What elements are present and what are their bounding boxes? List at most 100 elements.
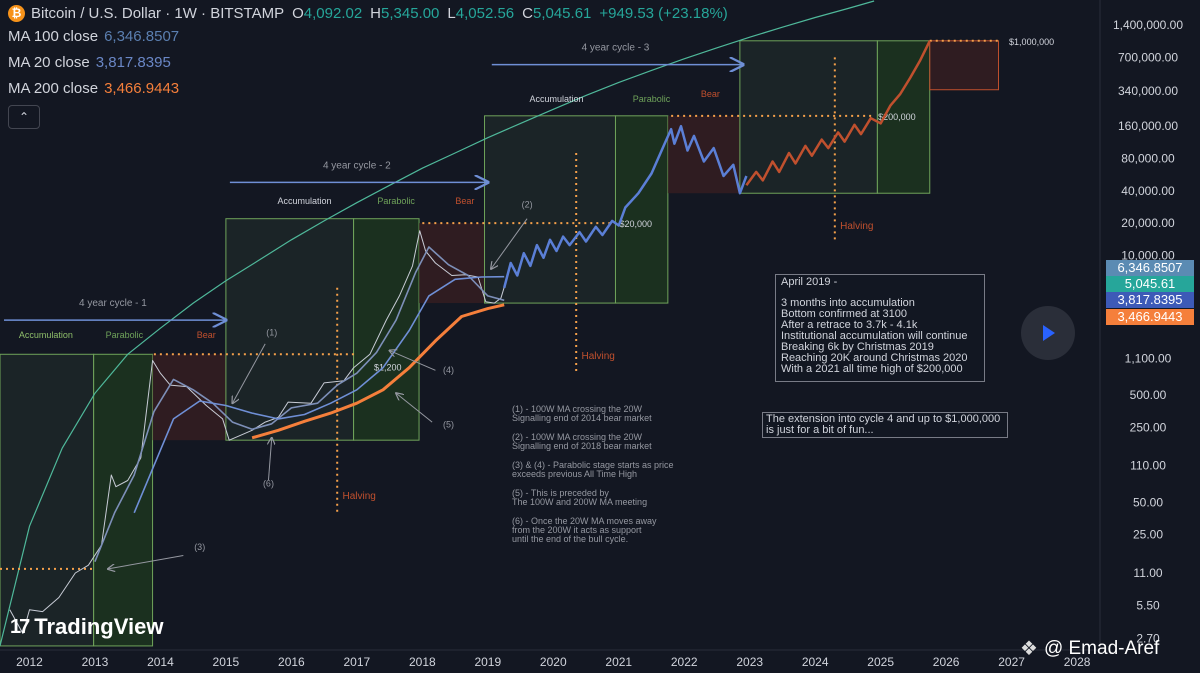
ohlc-open: 4,092.02 [303,4,363,22]
marker-label-2: (3) [194,542,205,552]
cycle-arrow-label-2: 4 year cycle - 2 [323,160,391,171]
explanation-line: (6) - Once the 20W MA moves away [512,516,657,526]
play-button[interactable] [1021,306,1075,360]
phase-box-0 [0,353,95,647]
chart-legend: ₿ Bitcoin / U.S. Dollar · 1W · BITSTAMP … [8,2,728,102]
tradingview-logo[interactable]: 17 TradingView [10,614,163,640]
y-tick-label-2: 340,000.00 [1118,84,1178,98]
x-tick-label-9: 2021 [605,655,632,669]
y-tick-label-8: 1,100.00 [1125,351,1172,365]
explanation-line: (2) - 100W MA crossing the 20W [512,432,643,442]
x-tick-label-13: 2025 [867,655,894,669]
x-tick-label-8: 2020 [540,655,567,669]
phase-box-9 [739,40,878,194]
phase-box-8 [667,115,740,194]
phase-box-2 [152,354,226,441]
ohlc-high: 5,345.00 [381,4,440,22]
symbol-title[interactable]: Bitcoin / U.S. Dollar · 1W · BITSTAMP [31,4,285,22]
price-tag-ma100: 6,346.8507 [1106,260,1194,276]
level-label-1: $1,200 [374,362,402,372]
marker-arrow-3 [390,351,436,371]
indicator-ma200[interactable]: MA 200 close 3,466.9443 [8,76,728,102]
series-projection-2019-2022 [502,124,748,289]
phase-box-11 [929,40,1000,91]
explanation-line: until the end of the bull cycle. [512,534,629,544]
extension-note-line: The extension into cycle 4 and up to $1,… [766,413,1001,425]
phase-box-1 [93,353,154,647]
watermark-text: @ Emad-Aref [1043,637,1160,659]
play-icon [1043,325,1055,341]
ohlc-low: 4,052.56 [455,4,515,22]
explanation-line: Signalling end of 2014 bear market [512,413,652,423]
x-tick-label-4: 2016 [278,655,305,669]
phase-label-1: Parabolic [106,330,144,340]
extension-note: The extension into cycle 4 and up to $1,… [762,412,1008,438]
series-projection-2023-2026 [745,40,931,187]
explanation-line: (5) - This is preceded by [512,488,609,498]
halving-label-2: Halving [840,221,873,232]
y-tick-label-9: 500.00 [1130,388,1167,402]
phase-label-2: Bear [197,330,216,340]
series-btc-price [9,230,505,634]
marker-arrow-1 [491,218,528,269]
explanation-line: exceeds previous All Time High [512,469,638,479]
ohlc-low-key: L [447,4,456,22]
bitcoin-icon: ₿ [8,4,25,22]
april-note-line: Reaching 20K around Christmas 2020 [781,352,968,364]
marker-arrow-5 [268,438,271,481]
phase-label-6: Accumulation [530,94,584,104]
x-tick-label-0: 2012 [16,655,43,669]
x-tick-label-1: 2013 [82,655,109,669]
y-tick-label-1: 700,000.00 [1118,50,1178,64]
explanation-2: (2) - 100W MA crossing the 20W Signallin… [512,433,674,451]
explanation-notes: (1) - 100W MA crossing the 20W Signallin… [512,405,674,554]
indicator-ma100[interactable]: MA 100 close 6,346.8507 [8,24,728,50]
indicator-ma200-label: MA 200 close [8,80,99,97]
y-tick-label-12: 50.00 [1133,495,1163,509]
phase-box-6 [484,115,616,304]
indicator-ma20-value: 3,817.8395 [95,54,171,71]
phase-box-5 [419,223,485,304]
y-tick-label-14: 11.00 [1133,566,1162,580]
halving-label-0: Halving [343,491,376,502]
indicator-ma20[interactable]: MA 20 close 3,817.8395 [8,50,728,76]
april-note-line: Institutional accumulation will continue [781,330,968,342]
explanation-3: (3) & (4) - Parabolic stage starts as pr… [512,461,674,479]
level-label-3: $200,000 [878,112,916,122]
explanation-line: (1) - 100W MA crossing the 20W [512,404,643,414]
explanation-line: from the 200W it acts as support [512,525,642,535]
y-tick-label-5: 40,000.00 [1121,184,1175,198]
x-tick-label-16: 2028 [1064,655,1091,669]
marker-label-0: (1) [266,327,277,337]
marker-arrow-0 [232,343,266,403]
price-tag-ma20: 3,817.8395 [1106,292,1194,308]
chevron-up-icon: ⌃ [18,110,30,124]
y-tick-label-10: 250.00 [1130,420,1167,434]
x-tick-label-7: 2019 [474,655,501,669]
level-label-2: $20,000 [619,219,652,229]
log-growth-curve [0,0,875,647]
collapse-legend-button[interactable]: ⌃ [8,105,40,129]
phase-box-3 [225,218,355,441]
april-2019-note: April 2019 - 3 months into accumulation … [775,274,985,382]
price-axis [1100,0,1200,673]
phase-label-7: Parabolic [633,94,671,104]
phase-label-5: Bear [455,196,474,206]
halving-label-1: Halving [582,351,615,362]
april-note-line: 3 months into accumulation [781,297,915,309]
price-tag-close: 5,045.61 [1106,276,1194,292]
indicator-ma100-label: MA 100 close [8,28,99,45]
april-note-line: With a 2021 all time high of $200,000 [781,363,963,375]
explanation-line: Signalling end of 2018 bear market [512,441,652,451]
phase-box-10 [876,40,931,194]
symbol-header: ₿ Bitcoin / U.S. Dollar · 1W · BITSTAMP … [8,2,728,24]
marker-label-3: (4) [443,365,454,375]
ohlc-close: 5,045.61 [532,4,592,22]
price-tag-ma200: 3,466.9443 [1106,309,1194,325]
explanation-line: The 100W and 200W MA meeting [512,497,648,507]
indicator-ma20-label: MA 20 close [8,54,90,71]
y-tick-label-3: 160,000.00 [1118,119,1178,133]
phase-box-7 [614,115,669,304]
tradingview-wordmark: TradingView [34,614,164,639]
